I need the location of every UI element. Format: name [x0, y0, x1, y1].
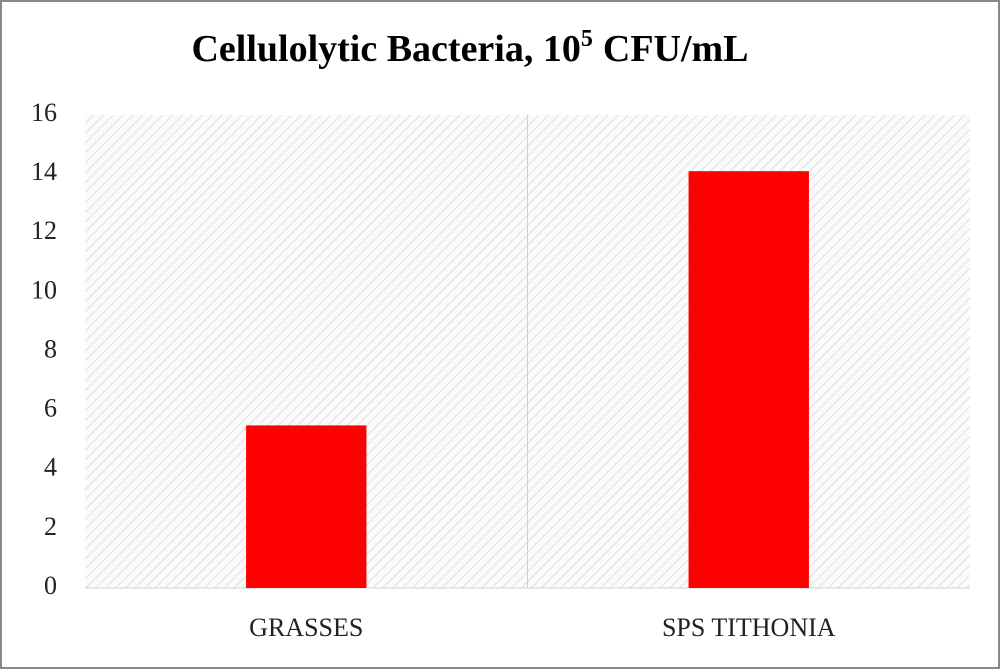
y-tick-label: 16: [31, 98, 57, 127]
y-tick-label: 0: [44, 571, 57, 600]
title-unit: CFU/mL: [603, 28, 749, 70]
chart-title: Cellulolytic Bacteria, 105 CFU/mL: [191, 26, 748, 70]
y-tick-label: 2: [44, 512, 57, 541]
x-tick-label: SPS TITHONIA: [662, 613, 836, 642]
y-tick-label: 8: [44, 334, 57, 363]
y-tick-label: 10: [31, 275, 57, 304]
bar: [246, 425, 367, 588]
y-tick-label: 6: [44, 394, 57, 423]
y-tick-label: 12: [31, 216, 57, 245]
title-text: Cellulolytic Bacteria, 10: [191, 28, 580, 70]
bar: [688, 171, 809, 588]
title-superscript: 5: [581, 26, 593, 52]
x-tick-label: GRASSES: [249, 613, 363, 642]
y-tick-label: 14: [31, 157, 57, 186]
y-tick-label: 4: [44, 453, 57, 482]
